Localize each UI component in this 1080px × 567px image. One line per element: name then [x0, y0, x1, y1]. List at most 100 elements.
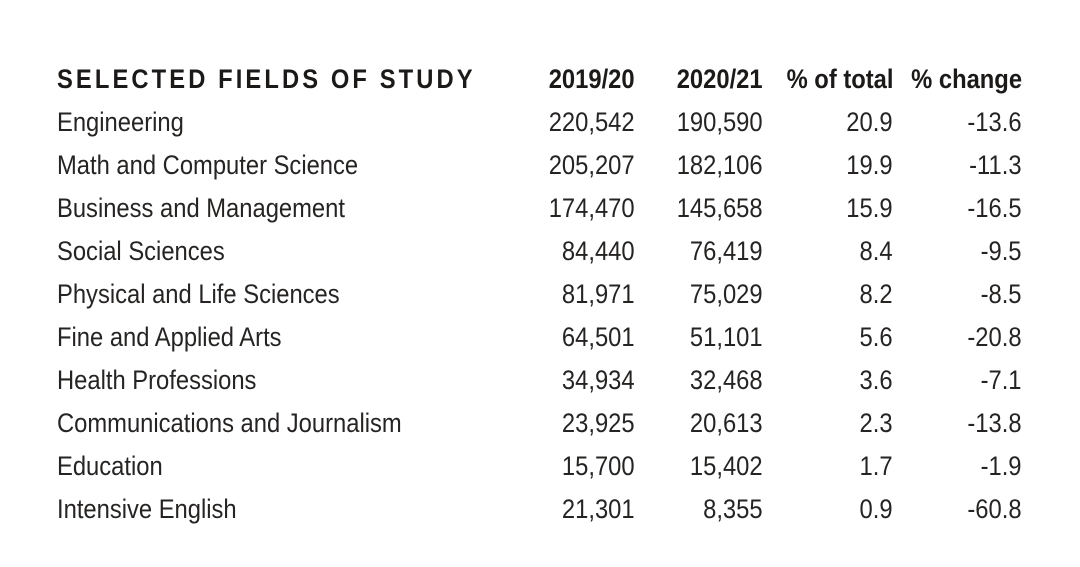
header-row: SELECTED FIELDS OF STUDY 2019/20 2020/21…	[57, 58, 1022, 101]
cell-value: 34,934	[562, 365, 635, 395]
cell-value: -20.8	[967, 322, 1022, 352]
column-header-pct-change: % change	[893, 58, 1022, 101]
table-row: Business and Management 174,470 145,658 …	[57, 187, 1022, 230]
cell-value: 76,419	[690, 236, 763, 266]
cell-value: 1.7	[859, 451, 893, 481]
cell-value: 51,101	[690, 322, 763, 352]
cell-pct-of-total: 0.9	[763, 488, 893, 531]
column-header-label: % change	[911, 64, 1022, 94]
cell-pct-change: -16.5	[893, 187, 1022, 230]
cell-value: -16.5	[967, 193, 1022, 223]
cell-2019-20: 205,207	[477, 144, 635, 187]
cell-2020-21: 76,419	[635, 230, 763, 273]
cell-value: 23,925	[562, 408, 635, 438]
cell-field-of-study: Engineering	[57, 101, 477, 144]
cell-value: 84,440	[562, 236, 635, 266]
cell-2020-21: 20,613	[635, 402, 763, 445]
cell-2019-20: 81,971	[477, 273, 635, 316]
cell-value: 5.6	[859, 322, 893, 352]
cell-pct-change: -13.6	[893, 101, 1022, 144]
cell-value: -7.1	[981, 365, 1022, 395]
cell-2019-20: 84,440	[477, 230, 635, 273]
cell-pct-change: -9.5	[893, 230, 1022, 273]
cell-value: Physical and Life Sciences	[57, 279, 340, 309]
cell-field-of-study: Education	[57, 445, 477, 488]
cell-value: -9.5	[981, 236, 1022, 266]
cell-value: 21,301	[562, 494, 635, 524]
cell-field-of-study: Physical and Life Sciences	[57, 273, 477, 316]
cell-pct-of-total: 15.9	[763, 187, 893, 230]
cell-value: Communications and Journalism	[57, 408, 402, 438]
cell-pct-of-total: 3.6	[763, 359, 893, 402]
cell-value: 8.4	[859, 236, 893, 266]
cell-value: 220,542	[549, 107, 635, 137]
cell-field-of-study: Math and Computer Science	[57, 144, 477, 187]
cell-pct-of-total: 20.9	[763, 101, 893, 144]
cell-pct-change: -11.3	[893, 144, 1022, 187]
cell-value: 190,590	[677, 107, 763, 137]
column-header-label: % of total	[786, 64, 893, 94]
cell-value: 15,700	[562, 451, 635, 481]
cell-value: 0.9	[859, 494, 893, 524]
cell-field-of-study: Business and Management	[57, 187, 477, 230]
cell-value: 205,207	[549, 150, 635, 180]
column-header-2019-20: 2019/20	[477, 58, 635, 101]
table-row: Education 15,700 15,402 1.7 -1.9	[57, 445, 1022, 488]
table-row: Fine and Applied Arts 64,501 51,101 5.6 …	[57, 316, 1022, 359]
cell-pct-of-total: 19.9	[763, 144, 893, 187]
cell-2019-20: 23,925	[477, 402, 635, 445]
cell-value: -13.8	[967, 408, 1022, 438]
cell-2019-20: 21,301	[477, 488, 635, 531]
column-header-label: SELECTED FIELDS OF STUDY	[57, 64, 476, 94]
cell-value: 64,501	[562, 322, 635, 352]
cell-value: 75,029	[690, 279, 763, 309]
cell-field-of-study: Fine and Applied Arts	[57, 316, 477, 359]
table-row: Social Sciences 84,440 76,419 8.4 -9.5	[57, 230, 1022, 273]
fields-of-study-table-container: SELECTED FIELDS OF STUDY 2019/20 2020/21…	[57, 58, 1022, 531]
cell-field-of-study: Intensive English	[57, 488, 477, 531]
cell-2020-21: 15,402	[635, 445, 763, 488]
cell-field-of-study: Health Professions	[57, 359, 477, 402]
column-header-2020-21: 2020/21	[635, 58, 763, 101]
cell-value: Math and Computer Science	[57, 150, 359, 180]
cell-2020-21: 145,658	[635, 187, 763, 230]
cell-2019-20: 220,542	[477, 101, 635, 144]
cell-value: 174,470	[549, 193, 635, 223]
cell-value: 81,971	[562, 279, 635, 309]
cell-value: Intensive English	[57, 494, 237, 524]
cell-pct-change: -20.8	[893, 316, 1022, 359]
cell-2019-20: 64,501	[477, 316, 635, 359]
cell-value: 19.9	[846, 150, 893, 180]
cell-value: 15,402	[690, 451, 763, 481]
cell-value: -8.5	[981, 279, 1022, 309]
cell-value: 182,106	[677, 150, 763, 180]
cell-pct-of-total: 5.6	[763, 316, 893, 359]
cell-field-of-study: Social Sciences	[57, 230, 477, 273]
cell-pct-of-total: 8.2	[763, 273, 893, 316]
cell-2019-20: 174,470	[477, 187, 635, 230]
cell-2020-21: 182,106	[635, 144, 763, 187]
cell-2020-21: 190,590	[635, 101, 763, 144]
cell-value: 32,468	[690, 365, 763, 395]
cell-value: 15.9	[846, 193, 893, 223]
cell-pct-of-total: 8.4	[763, 230, 893, 273]
cell-value: Engineering	[57, 107, 184, 137]
cell-value: 145,658	[677, 193, 763, 223]
cell-2019-20: 15,700	[477, 445, 635, 488]
cell-value: Social Sciences	[57, 236, 225, 266]
cell-pct-of-total: 2.3	[763, 402, 893, 445]
table-row: Engineering 220,542 190,590 20.9 -13.6	[57, 101, 1022, 144]
cell-pct-change: -7.1	[893, 359, 1022, 402]
column-header-pct-of-total: % of total	[763, 58, 893, 101]
table-row: Math and Computer Science 205,207 182,10…	[57, 144, 1022, 187]
cell-value: 8.2	[859, 279, 893, 309]
cell-pct-change: -13.8	[893, 402, 1022, 445]
column-header-selected-fields: SELECTED FIELDS OF STUDY	[57, 58, 477, 101]
cell-value: 2.3	[859, 408, 893, 438]
cell-2020-21: 51,101	[635, 316, 763, 359]
cell-value: Fine and Applied Arts	[57, 322, 282, 352]
table-row: Health Professions 34,934 32,468 3.6 -7.…	[57, 359, 1022, 402]
cell-pct-change: -60.8	[893, 488, 1022, 531]
cell-value: 20,613	[690, 408, 763, 438]
cell-pct-change: -1.9	[893, 445, 1022, 488]
